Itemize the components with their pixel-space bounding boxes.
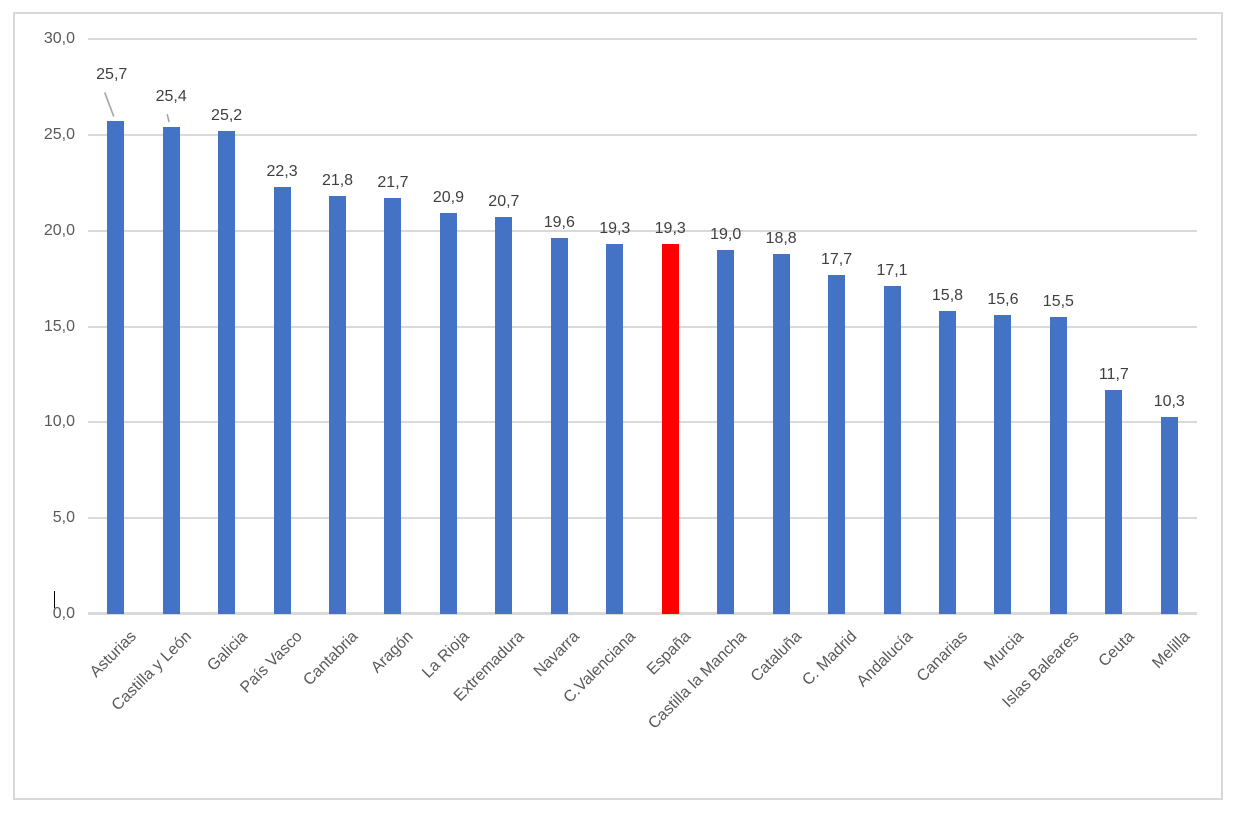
bar-value-label-galicia: 25,2 <box>211 107 243 124</box>
bar-aragon <box>384 198 402 614</box>
bar-navarra <box>550 238 568 614</box>
bar-la-rioja <box>439 213 457 614</box>
plot-area: 25,7 25,4 25,2 22,3 21,8 21,7 20,9 20,7 19,6 19,3… <box>88 38 1197 615</box>
bar-espana <box>661 244 679 614</box>
x-axis-label-galicia: Galicia <box>204 628 251 675</box>
gridline-15 <box>88 325 1197 328</box>
gridline-5 <box>88 517 1197 520</box>
bar-c-valenciana <box>606 244 624 614</box>
gridline-20 <box>88 229 1197 232</box>
bar-cataluna <box>772 253 790 614</box>
gridline-10 <box>88 421 1197 424</box>
bar-value-label-castilla-la-mancha: 19,0 <box>710 225 742 243</box>
bar-value-label-islas-baleares: 15,5 <box>1042 292 1074 310</box>
bar-pais-vasco <box>273 186 291 614</box>
gridline-25 <box>88 133 1197 136</box>
bar-value-label-murcia: 15,6 <box>987 291 1019 308</box>
bar-value-label-asturias: 25,7 <box>96 66 128 84</box>
bar-value-label-cataluna: 18,8 <box>765 229 797 247</box>
bar-value-label-cantabria: 21,8 <box>321 172 354 190</box>
x-axis-label-cantabria: Cantabria <box>300 628 362 690</box>
x-axis-label-navarra: Navarra <box>531 628 584 681</box>
bar-value-label-castilla-y-leon: 25,4 <box>155 88 187 106</box>
x-axis-label-c-madrid: C. Madrid <box>799 628 861 690</box>
x-axis-label-melilla: Melilla <box>1149 628 1194 673</box>
bar-castilla-la-mancha <box>717 249 735 614</box>
x-axis-label-murcia: Murcia <box>980 628 1027 674</box>
y-tick-label-10: 10,0 <box>43 413 75 431</box>
bar-c-madrid <box>828 274 846 614</box>
bar-value-label-c-madrid: 17,7 <box>820 250 853 268</box>
leader-line-castilla-y-leon <box>166 113 170 123</box>
bar-value-label-ceuta: 11,7 <box>1098 365 1129 383</box>
bar-castilla-y-leon <box>162 127 180 614</box>
bar-cantabria <box>329 196 347 614</box>
y-tick-label-25: 25,0 <box>43 125 75 143</box>
bar-value-label-canarias: 15,8 <box>931 287 964 305</box>
bar-asturias <box>107 121 125 614</box>
y-tick-label-0: 0,0 <box>52 605 75 622</box>
y-tick-label-15: 15,0 <box>43 317 75 335</box>
y-tick-label-5: 5,0 <box>52 509 75 527</box>
bar-canarias <box>938 311 956 614</box>
y-tick-label-20: 20,0 <box>43 221 75 239</box>
gridline-30 <box>88 38 1197 40</box>
bar-value-label-pais-vasco: 22,3 <box>266 162 298 180</box>
x-axis-label-espana: España <box>643 628 695 679</box>
bar-value-label-c-valenciana: 19,3 <box>599 220 631 238</box>
chart-frame: 25,7 25,4 25,2 22,3 21,8 21,7 20,9 20,7 19,6 19,3… <box>13 12 1223 800</box>
leader-line-asturias <box>103 92 115 117</box>
bar-value-label-la-rioja: 20,9 <box>432 189 464 207</box>
text-cursor-artifact <box>54 591 55 608</box>
bar-value-label-extremadura: 20,7 <box>488 193 520 211</box>
bar-value-label-navarra: 19,6 <box>543 214 575 232</box>
bar-value-label-aragon: 21,7 <box>377 174 409 192</box>
y-tick-label-30: 30,0 <box>43 30 75 47</box>
bar-murcia <box>994 315 1012 614</box>
bar-value-label-melilla: 10,3 <box>1153 392 1185 410</box>
bar-extremadura <box>495 217 513 614</box>
x-axis-label-la-rioja: La Rioja <box>418 628 473 682</box>
bar-melilla <box>1160 416 1178 614</box>
x-axis-label-aragon: Aragón <box>368 628 418 677</box>
bar-andalucia <box>883 286 901 614</box>
x-axis-label-andalucia: Andalucía <box>853 628 917 691</box>
x-axis-label-castilla-la-mancha: Castilla la Mancha <box>645 628 750 733</box>
x-axis-label-canarias: Canarias <box>914 628 972 686</box>
bar-value-label-andalucia: 17,1 <box>876 262 908 280</box>
bar-islas-baleares <box>1049 316 1067 614</box>
x-axis-line <box>88 612 1197 615</box>
bar-galicia <box>218 131 236 614</box>
x-axis-label-asturias: Asturias <box>86 628 140 681</box>
bar-value-label-espana: 19,3 <box>654 220 686 238</box>
x-axis-label-cataluna: Cataluña <box>747 628 806 686</box>
x-axis-label-ceuta: Ceuta <box>1095 628 1138 671</box>
bar-ceuta <box>1105 389 1123 614</box>
